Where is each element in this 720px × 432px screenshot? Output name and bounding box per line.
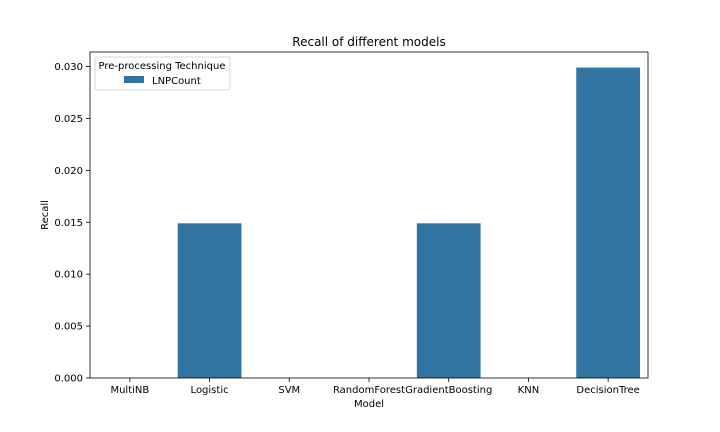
y-tick-label: 0.010 (54, 270, 83, 281)
x-tick-label: Logistic (191, 385, 229, 396)
legend-title: Pre-processing Technique (99, 61, 226, 72)
x-tick-label: DecisionTree (576, 385, 639, 396)
y-tick-label: 0.000 (54, 374, 83, 385)
y-tick-label: 0.030 (54, 62, 83, 73)
x-tick-label: RandomForest (333, 385, 405, 396)
x-axis-label: Model (354, 399, 384, 410)
y-tick-label: 0.015 (54, 218, 83, 229)
legend: Pre-processing Technique LNPCount (94, 56, 231, 91)
bar-logistic (177, 223, 242, 378)
y-axis-label: Recall (40, 200, 51, 230)
bars-layer (177, 67, 641, 379)
legend-swatch (124, 76, 144, 83)
y-axis: 0.000 0.005 0.010 0.015 0.020 0.025 0.030 (54, 62, 90, 385)
x-tick-label: MultiNB (110, 385, 149, 396)
chart-title: Recall of different models (292, 35, 445, 49)
bar-decisiontree (576, 67, 641, 379)
x-tick-label: KNN (518, 385, 540, 396)
y-tick-label: 0.005 (54, 322, 83, 333)
x-tick-label: GradientBoosting (405, 385, 492, 396)
y-tick-label: 0.020 (54, 166, 83, 177)
y-tick-label: 0.025 (54, 114, 83, 125)
x-tick-label: SVM (278, 385, 300, 396)
plot-frame (89, 51, 649, 379)
legend-series-label: LNPCount (152, 76, 201, 87)
x-axis: MultiNB Logistic SVM RandomForest GradientBo… (110, 378, 640, 396)
bar-gradientboosting (416, 223, 481, 378)
